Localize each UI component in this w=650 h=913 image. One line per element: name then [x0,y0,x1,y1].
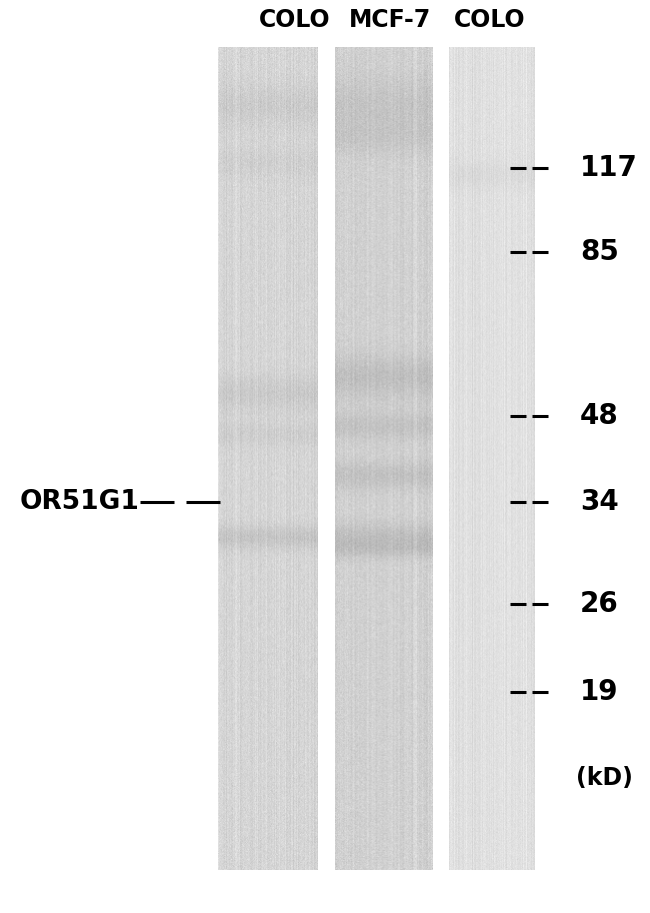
Text: MCF-7: MCF-7 [349,8,431,32]
Text: 19: 19 [580,678,619,706]
Text: COLO: COLO [454,8,526,32]
Text: 48: 48 [580,402,619,430]
Text: 85: 85 [580,238,619,266]
Text: (kD): (kD) [576,766,633,790]
Text: 117: 117 [580,154,638,182]
Text: COLO: COLO [259,8,331,32]
Text: OR51G1: OR51G1 [20,489,140,515]
Text: 34: 34 [580,488,619,516]
Text: 26: 26 [580,590,619,618]
